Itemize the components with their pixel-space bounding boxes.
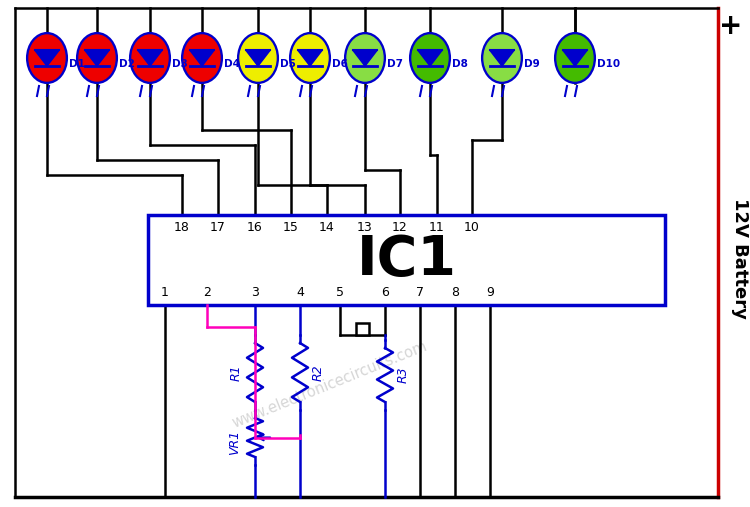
Polygon shape xyxy=(245,50,271,66)
Ellipse shape xyxy=(130,33,170,83)
Text: D3: D3 xyxy=(172,59,188,69)
Text: D2: D2 xyxy=(119,59,135,69)
Text: 12: 12 xyxy=(392,221,408,234)
Text: +: + xyxy=(719,12,742,40)
Ellipse shape xyxy=(77,33,117,83)
Ellipse shape xyxy=(29,35,65,81)
Ellipse shape xyxy=(484,35,520,81)
Text: 10: 10 xyxy=(464,221,480,234)
Polygon shape xyxy=(490,50,514,66)
Ellipse shape xyxy=(345,33,385,83)
Text: -: - xyxy=(725,495,736,507)
Text: R2: R2 xyxy=(312,364,325,381)
Ellipse shape xyxy=(182,33,222,83)
Text: D6: D6 xyxy=(332,59,348,69)
Text: 8: 8 xyxy=(451,286,459,299)
Text: 12V Battery: 12V Battery xyxy=(731,198,749,318)
Text: 9: 9 xyxy=(486,286,494,299)
Text: 14: 14 xyxy=(320,221,334,234)
Ellipse shape xyxy=(79,35,115,81)
Ellipse shape xyxy=(482,33,522,83)
Text: D10: D10 xyxy=(597,59,620,69)
Text: 6: 6 xyxy=(381,286,389,299)
Text: D9: D9 xyxy=(524,59,540,69)
Polygon shape xyxy=(352,50,377,66)
Ellipse shape xyxy=(238,33,278,83)
Text: 2: 2 xyxy=(203,286,211,299)
Text: VR1: VR1 xyxy=(228,430,241,455)
Ellipse shape xyxy=(292,35,328,81)
Text: 11: 11 xyxy=(429,221,445,234)
Polygon shape xyxy=(137,50,163,66)
Polygon shape xyxy=(298,50,322,66)
Text: D7: D7 xyxy=(387,59,403,69)
Ellipse shape xyxy=(557,35,593,81)
Text: D4: D4 xyxy=(224,59,240,69)
Text: 16: 16 xyxy=(248,221,262,234)
Polygon shape xyxy=(190,50,214,66)
Text: 18: 18 xyxy=(174,221,190,234)
Ellipse shape xyxy=(184,35,220,81)
Text: www.electronicecircuits.com: www.electronicecircuits.com xyxy=(230,339,430,431)
Ellipse shape xyxy=(132,35,168,81)
Text: 1: 1 xyxy=(161,286,169,299)
Text: D1: D1 xyxy=(69,59,85,69)
Text: R3: R3 xyxy=(397,367,410,383)
Text: 3: 3 xyxy=(251,286,259,299)
FancyBboxPatch shape xyxy=(148,215,665,305)
Polygon shape xyxy=(85,50,109,66)
Ellipse shape xyxy=(347,35,383,81)
Polygon shape xyxy=(34,50,59,66)
Text: 13: 13 xyxy=(357,221,373,234)
Text: R1: R1 xyxy=(230,364,243,381)
Ellipse shape xyxy=(27,33,67,83)
Text: IC1: IC1 xyxy=(356,233,457,287)
Text: 4: 4 xyxy=(296,286,304,299)
Polygon shape xyxy=(562,50,587,66)
Polygon shape xyxy=(418,50,442,66)
Text: 17: 17 xyxy=(210,221,226,234)
Ellipse shape xyxy=(412,35,448,81)
Text: 7: 7 xyxy=(416,286,424,299)
Text: 5: 5 xyxy=(336,286,344,299)
Ellipse shape xyxy=(240,35,276,81)
FancyBboxPatch shape xyxy=(356,323,369,335)
Ellipse shape xyxy=(290,33,330,83)
Ellipse shape xyxy=(555,33,595,83)
Text: D5: D5 xyxy=(280,59,296,69)
Ellipse shape xyxy=(410,33,450,83)
Text: D8: D8 xyxy=(452,59,468,69)
Text: 15: 15 xyxy=(283,221,299,234)
